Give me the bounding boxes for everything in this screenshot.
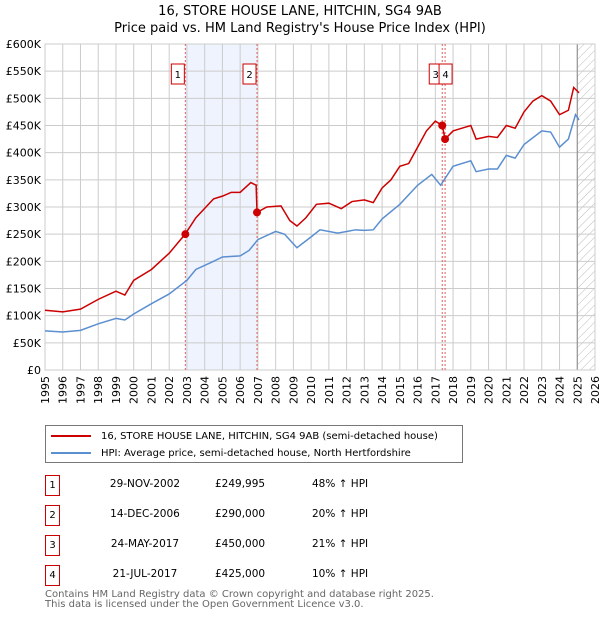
chart-subtitle: Price paid vs. HM Land Registry's House … [114,21,486,36]
sale-date: 21-JUL-2017 [112,568,178,580]
x-tick-label: 1996 [57,376,70,404]
y-tick-label: £500K [6,92,42,105]
sale-label-box-1 [170,63,185,85]
legend-label-property: 16, STORE HOUSE LANE, HITCHIN, SG4 9AB (… [101,430,438,442]
sale-price: £450,000 [215,538,266,550]
hpi-comparison: 21% ↑ HPI [312,538,369,550]
y-tick-label: £150K [6,283,42,296]
hpi-comparison: 20% ↑ HPI [312,508,369,520]
x-tick-label: 2026 [589,376,600,404]
hpi-line [44,112,580,333]
x-tick-label: 2009 [287,376,300,404]
x-tick-label: 1998 [92,376,105,404]
y-tick-label: £50K [13,337,42,350]
x-tick-label: 2013 [358,376,371,404]
x-tick-label: 2017 [429,376,442,404]
x-tick-label: 2010 [305,376,318,404]
sales-table-row: 1 29-NOV-2002 £249,995 48% ↑ HPI [45,475,465,496]
x-tick-label: 2021 [500,376,513,404]
x-tick-label: 2007 [252,376,265,404]
y-tick-label: £250K [6,228,42,241]
row-number-badge: 4 [45,565,60,586]
x-tick-label: 2005 [216,376,229,404]
legend: 16, STORE HOUSE LANE, HITCHIN, SG4 9AB (… [45,425,463,463]
legend-swatch-property [51,435,91,437]
x-tick-label: 2004 [199,376,212,404]
x-tick-label: 2008 [270,376,283,404]
x-tick-label: 2018 [447,376,460,404]
y-tick-label: £450K [6,120,42,133]
x-tick-label: 2022 [518,376,531,404]
sale-label-box-4 [438,63,453,85]
sale-point-2 [253,208,262,217]
y-tick-label: £600K [6,38,42,51]
sale-label-3: 3 [433,70,439,81]
footer: Contains HM Land Registry data © Crown c… [45,590,434,610]
legend-swatch-hpi [51,452,91,454]
sales-table-row: 4 21-JUL-2017 £425,000 10% ↑ HPI [45,565,465,586]
x-tick-label: 2001 [145,376,158,404]
footer-line-2: This data is licensed under the Open Gov… [45,599,364,610]
sale-price: £425,000 [215,568,266,580]
legend-label-hpi: HPI: Average price, semi-detached house,… [101,447,411,459]
x-tick-label: 2020 [483,376,496,404]
y-tick-label: £200K [6,255,42,268]
sale-price: £249,995 [215,478,266,490]
sale-price: £290,000 [215,508,266,520]
x-tick-label: 2000 [128,376,141,404]
property-price-line [44,85,580,313]
x-tick-label: 2014 [376,376,389,404]
x-tick-label: 2003 [181,376,194,404]
x-tick-label: 2024 [554,376,567,404]
sales-table-row: 3 24-MAY-2017 £450,000 21% ↑ HPI [45,535,465,556]
sale-date: 14-DEC-2006 [110,508,180,520]
x-tick-label: 2019 [465,376,478,404]
x-tick-label: 2016 [412,376,425,404]
y-tick-label: £300K [6,201,42,214]
sale-point-1 [181,230,190,239]
x-tick-label: 1997 [74,376,87,404]
sale-date: 29-NOV-2002 [109,478,181,490]
x-tick-label: 2002 [163,376,176,404]
y-tick-label: £350K [6,174,42,187]
x-tick-label: 2006 [234,376,247,404]
x-tick-label: 2025 [571,376,584,404]
y-tick-label: £400K [6,147,42,160]
hpi-comparison: 10% ↑ HPI [312,568,369,580]
row-number-badge: 2 [45,505,60,526]
x-tick-label: 2012 [341,376,354,404]
row-number-badge: 3 [45,535,60,556]
plot-frame [44,43,596,371]
sales-table-row: 2 14-DEC-2006 £290,000 20% ↑ HPI [45,505,465,526]
y-tick-label: £100K [6,310,42,323]
x-tick-label: 2015 [394,376,407,404]
footer-line-1: Contains HM Land Registry data © Crown c… [45,589,434,600]
row-number-badge: 1 [45,475,60,496]
sale-point-4 [441,135,450,144]
y-tick-label: £0 [27,364,41,377]
chart-title: 16, STORE HOUSE LANE, HITCHIN, SG4 9AB [158,4,442,19]
sale-point-3 [438,121,447,130]
hpi-comparison: 48% ↑ HPI [312,478,369,490]
x-tick-label: 1995 [39,376,52,404]
x-tick-label: 1999 [110,376,123,404]
x-tick-label: 2011 [323,376,336,404]
sale-date: 24-MAY-2017 [110,538,180,550]
y-tick-label: £550K [6,65,42,78]
sale-label-box-2 [242,63,257,85]
sale-label-2: 2 [246,70,252,81]
plot-area: 1995 1996 1997 1998 1999 2000 2001 2002 2003 2004… [6,38,600,404]
sale-label-1: 1 [175,70,181,81]
x-tick-label: 2023 [536,376,549,404]
sale-label-4: 4 [442,70,448,81]
